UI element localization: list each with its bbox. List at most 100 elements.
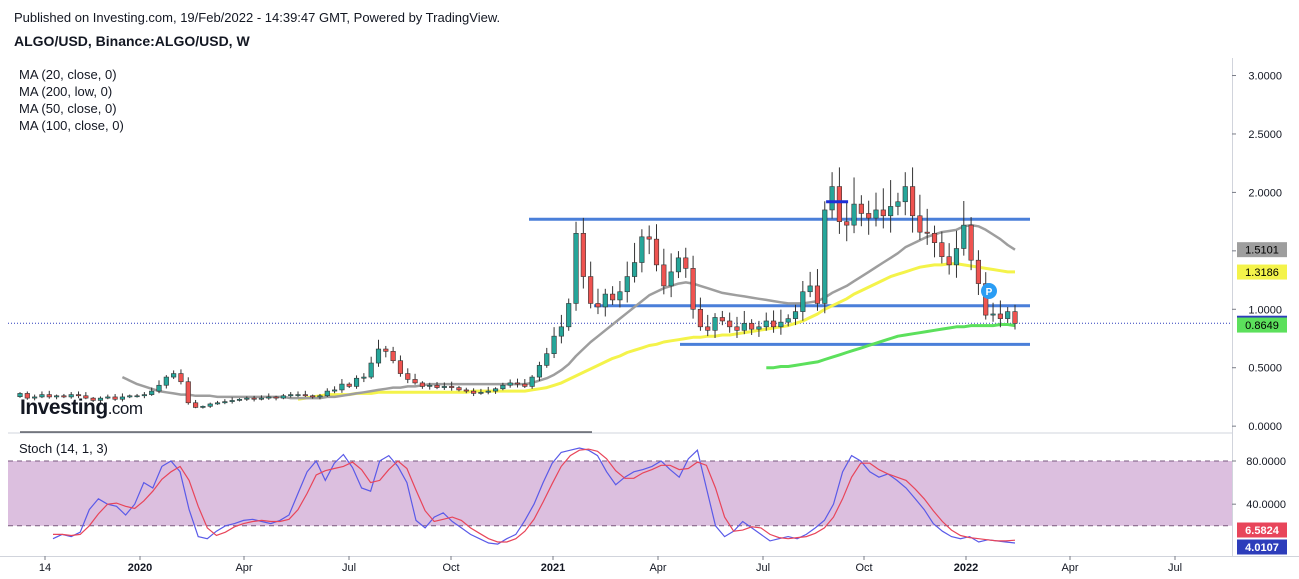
candle-up: [368, 362, 374, 378]
stochastic-pane: [8, 447, 1232, 545]
investing-logo: Investing.com: [20, 396, 143, 420]
candle-down: [61, 395, 67, 398]
y-tick-label: 0.5000: [1248, 363, 1282, 375]
candle-up: [97, 397, 104, 401]
y-tick-label: 2.0000: [1248, 187, 1282, 199]
y-tick-label: 3.0000: [1248, 71, 1282, 83]
candle-up: [17, 393, 23, 398]
candle-up: [551, 335, 557, 354]
candle-up: [807, 285, 813, 293]
x-tick-label: 2022: [954, 562, 978, 574]
candle-up: [778, 321, 784, 328]
candle-down: [112, 396, 118, 400]
candle-up: [1005, 311, 1011, 319]
candle-up: [134, 395, 140, 398]
candle-up: [617, 291, 623, 301]
candles: P: [17, 167, 1018, 409]
y-tick-label: 2.5000: [1248, 129, 1282, 141]
candle-up: [712, 317, 718, 331]
candle-up: [763, 320, 769, 328]
candle-up: [32, 396, 38, 399]
candle-up: [317, 395, 323, 398]
candle-down: [646, 236, 652, 240]
candle-down: [770, 320, 777, 328]
candle-up: [544, 353, 550, 366]
ma200-line: [766, 323, 1016, 370]
legend-ma20[interactable]: MA (20, close, 0): [19, 67, 117, 82]
axes: 3.00002.50002.00001.50001.00000.50000.00…: [39, 71, 1287, 574]
candle-up: [602, 293, 608, 308]
candle-down: [456, 387, 462, 391]
candle-up: [961, 224, 967, 249]
candle-down: [814, 285, 821, 304]
candle-up: [156, 384, 162, 392]
legend-ma50[interactable]: MA (50, close, 0): [19, 101, 117, 116]
candle-up: [39, 394, 45, 398]
candle-up: [529, 376, 535, 387]
candle-up: [207, 403, 213, 407]
candle-down: [397, 360, 404, 374]
candle-down: [178, 373, 184, 383]
candle-down: [75, 394, 82, 397]
candle-up: [353, 377, 360, 387]
candle-up: [119, 396, 125, 400]
candle-up: [478, 391, 484, 394]
stoch-band: [8, 460, 1232, 526]
candle-up: [500, 384, 506, 390]
candle-down: [683, 257, 689, 269]
legend-ma200[interactable]: MA (200, low, 0): [19, 84, 113, 99]
candle-down: [346, 383, 352, 387]
legend-ma100[interactable]: MA (100, close, 0): [19, 118, 124, 133]
candle-up: [675, 257, 682, 273]
candle-down: [858, 203, 864, 214]
stoch-label: Stoch (14, 1, 3): [19, 441, 108, 456]
candle-up: [105, 396, 111, 399]
candle-up: [375, 348, 382, 364]
candle-up: [639, 236, 645, 263]
candle-down: [719, 317, 725, 322]
candle-up: [953, 248, 960, 266]
logo-suffix: .com: [107, 399, 143, 418]
stoch-d-line: [53, 448, 1016, 543]
stoch-badge: [1237, 539, 1287, 555]
candle-up: [558, 326, 564, 337]
candle-down: [983, 283, 989, 316]
candle-up: [361, 376, 367, 379]
candle-up: [229, 400, 235, 402]
candle-up: [54, 395, 60, 398]
p-badge-text: P: [986, 287, 993, 298]
candle-up: [573, 233, 579, 304]
candle-up: [324, 390, 330, 397]
candle-up: [668, 271, 674, 287]
x-tick-label: 2021: [541, 562, 565, 574]
support-resistance-lines: [529, 217, 1030, 346]
candle-up: [222, 401, 228, 404]
candle-down: [661, 264, 667, 287]
candle-down: [749, 323, 755, 330]
candle-down: [997, 313, 1003, 319]
candle-down: [90, 397, 96, 401]
p-badge-icon: [981, 283, 997, 299]
stoch-tick-label: 40.0000: [1246, 499, 1286, 511]
candle-down: [390, 351, 396, 362]
candle-up: [266, 396, 272, 399]
x-tick-label: 2020: [128, 562, 152, 574]
candle-up: [741, 323, 747, 331]
candle-up: [163, 376, 169, 386]
candle-up: [332, 389, 338, 392]
y-tick-label: 0.0000: [1248, 421, 1282, 433]
candle-up: [507, 382, 513, 386]
candle-down: [273, 396, 279, 399]
price-badge: [1237, 317, 1287, 333]
candle-up: [873, 209, 879, 219]
candle-up: [624, 276, 630, 293]
candle-down: [514, 382, 521, 385]
candle-up: [888, 206, 894, 217]
candle-down: [866, 213, 872, 219]
x-tick-label: Jul: [342, 562, 356, 574]
price-badge: [1237, 264, 1287, 280]
candle-down: [449, 386, 455, 388]
candle-down: [595, 303, 601, 308]
candle-up: [895, 201, 901, 207]
